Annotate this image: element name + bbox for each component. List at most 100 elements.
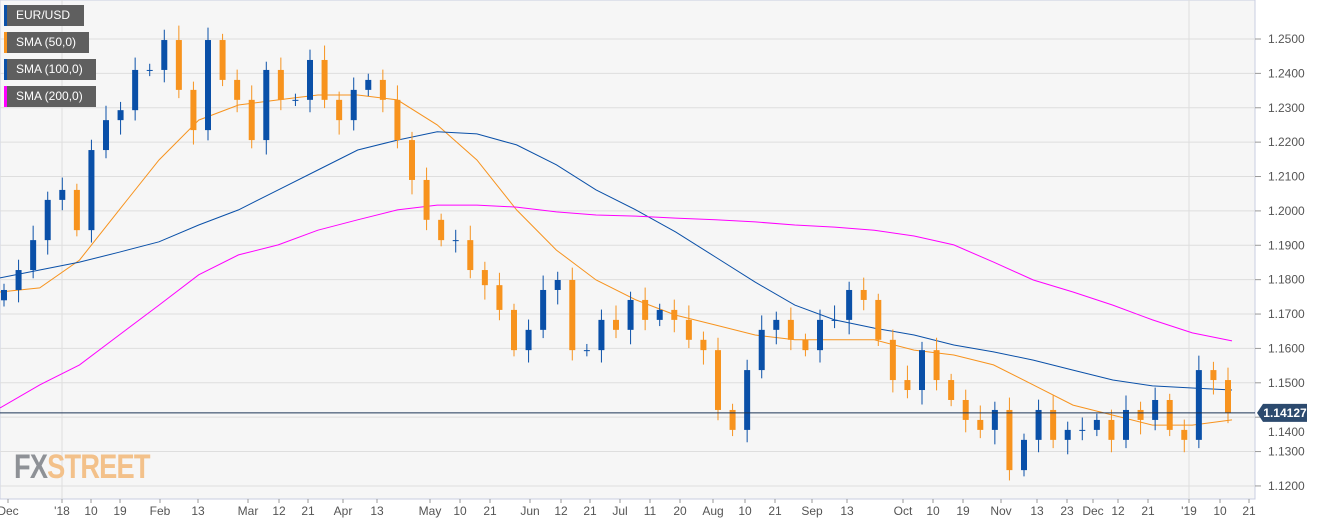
candle-body <box>234 79 241 100</box>
x-tick-label: 21 <box>301 504 315 518</box>
candle <box>219 33 226 87</box>
candle <box>350 77 357 131</box>
candle-body <box>44 199 51 241</box>
candle <box>1210 361 1217 395</box>
candle <box>962 389 969 433</box>
candle-body <box>146 69 153 71</box>
candle <box>1137 401 1144 435</box>
x-tick-label: 21 <box>583 504 597 518</box>
candle <box>875 293 882 347</box>
candle <box>744 359 751 443</box>
candle-body <box>379 79 386 100</box>
candle <box>321 45 328 109</box>
candle <box>1152 387 1159 431</box>
candle-body <box>496 285 503 310</box>
y-tick-label: 1.1300 <box>1268 445 1305 459</box>
candle-body <box>1195 370 1202 440</box>
candle <box>1 283 7 307</box>
candle-body <box>175 40 182 90</box>
candle <box>1108 409 1115 453</box>
legend-item-sma50[interactable]: SMA (50,0) <box>4 32 89 53</box>
candle <box>59 177 66 211</box>
x-tick-label: Aug <box>702 504 723 518</box>
x-tick-label: Jul <box>612 504 627 518</box>
candle-body <box>467 240 474 271</box>
y-tick-label: 1.1800 <box>1268 273 1305 287</box>
candle-body <box>729 409 736 430</box>
candle-body <box>569 280 576 351</box>
candle <box>438 213 445 247</box>
candle-body <box>350 89 357 121</box>
sma-line-100-0 <box>0 131 1233 391</box>
candle-body <box>277 69 284 100</box>
x-tick-label: 20 <box>673 504 687 518</box>
candle <box>991 401 998 445</box>
candle-body <box>846 289 853 320</box>
candle-body <box>671 309 678 320</box>
candle <box>889 329 896 393</box>
candle-body <box>365 79 372 90</box>
candle-body <box>88 150 95 231</box>
candle <box>161 29 168 83</box>
x-tick-label: 10 <box>453 504 467 518</box>
legend-item-sma200[interactable]: SMA (200,0) <box>4 86 96 107</box>
x-tick-label: Oct <box>894 504 913 518</box>
candle <box>1021 433 1027 477</box>
candle <box>1123 395 1129 449</box>
candle-body <box>103 120 109 151</box>
candle-body <box>132 69 139 111</box>
candle <box>729 403 736 437</box>
candle-body <box>860 289 867 300</box>
candle-body <box>423 179 430 220</box>
legend-item-eurusd[interactable]: EUR/USD <box>4 5 84 26</box>
x-tick-label: 10 <box>84 504 98 518</box>
candle <box>787 307 794 351</box>
candle <box>190 81 197 145</box>
y-tick-label: 1.1600 <box>1268 341 1305 355</box>
candle-body <box>554 280 561 290</box>
y-tick-label: 1.1700 <box>1268 307 1305 321</box>
candle <box>277 57 284 111</box>
candle <box>365 73 372 97</box>
candle-body <box>773 319 780 330</box>
chart-legend: EUR/USD SMA (50,0) SMA (100,0) SMA (200,… <box>4 5 96 113</box>
legend-label: EUR/USD <box>16 8 71 22</box>
candle <box>933 337 940 391</box>
candle <box>496 272 503 321</box>
candle-body <box>1166 399 1173 430</box>
candle-body <box>1006 409 1013 471</box>
candle <box>700 331 707 365</box>
candle-body <box>817 319 823 351</box>
legend-swatch <box>4 5 7 26</box>
logo-part2: STREET <box>47 448 150 486</box>
candle-body <box>977 419 984 430</box>
current-price-label: 1.14127 <box>1263 406 1307 420</box>
candle-body <box>1050 409 1057 440</box>
candle <box>831 305 838 329</box>
candle <box>452 229 459 253</box>
candle-body <box>1152 399 1159 420</box>
candle-body <box>802 339 809 351</box>
x-tick-label: 12 <box>272 504 286 518</box>
candle <box>409 131 415 195</box>
candle-body <box>948 380 955 400</box>
candle <box>15 259 22 303</box>
candle-body <box>613 319 619 330</box>
candle <box>817 309 823 363</box>
candle-body <box>1181 429 1188 440</box>
y-tick-label: 1.2000 <box>1268 204 1305 218</box>
candle-body <box>962 399 969 420</box>
candle <box>248 85 255 149</box>
candle <box>846 281 853 335</box>
candle <box>802 333 809 357</box>
candle-body <box>452 240 459 242</box>
x-tick-label: 10 <box>926 504 940 518</box>
candle <box>525 319 532 363</box>
candle-body <box>1123 409 1129 440</box>
candle <box>1225 367 1231 424</box>
x-tick-label: Dec <box>1082 504 1103 518</box>
candle <box>292 93 299 107</box>
candle <box>671 299 678 333</box>
legend-item-sma100[interactable]: SMA (100,0) <box>4 59 96 80</box>
candle-body <box>656 309 663 320</box>
